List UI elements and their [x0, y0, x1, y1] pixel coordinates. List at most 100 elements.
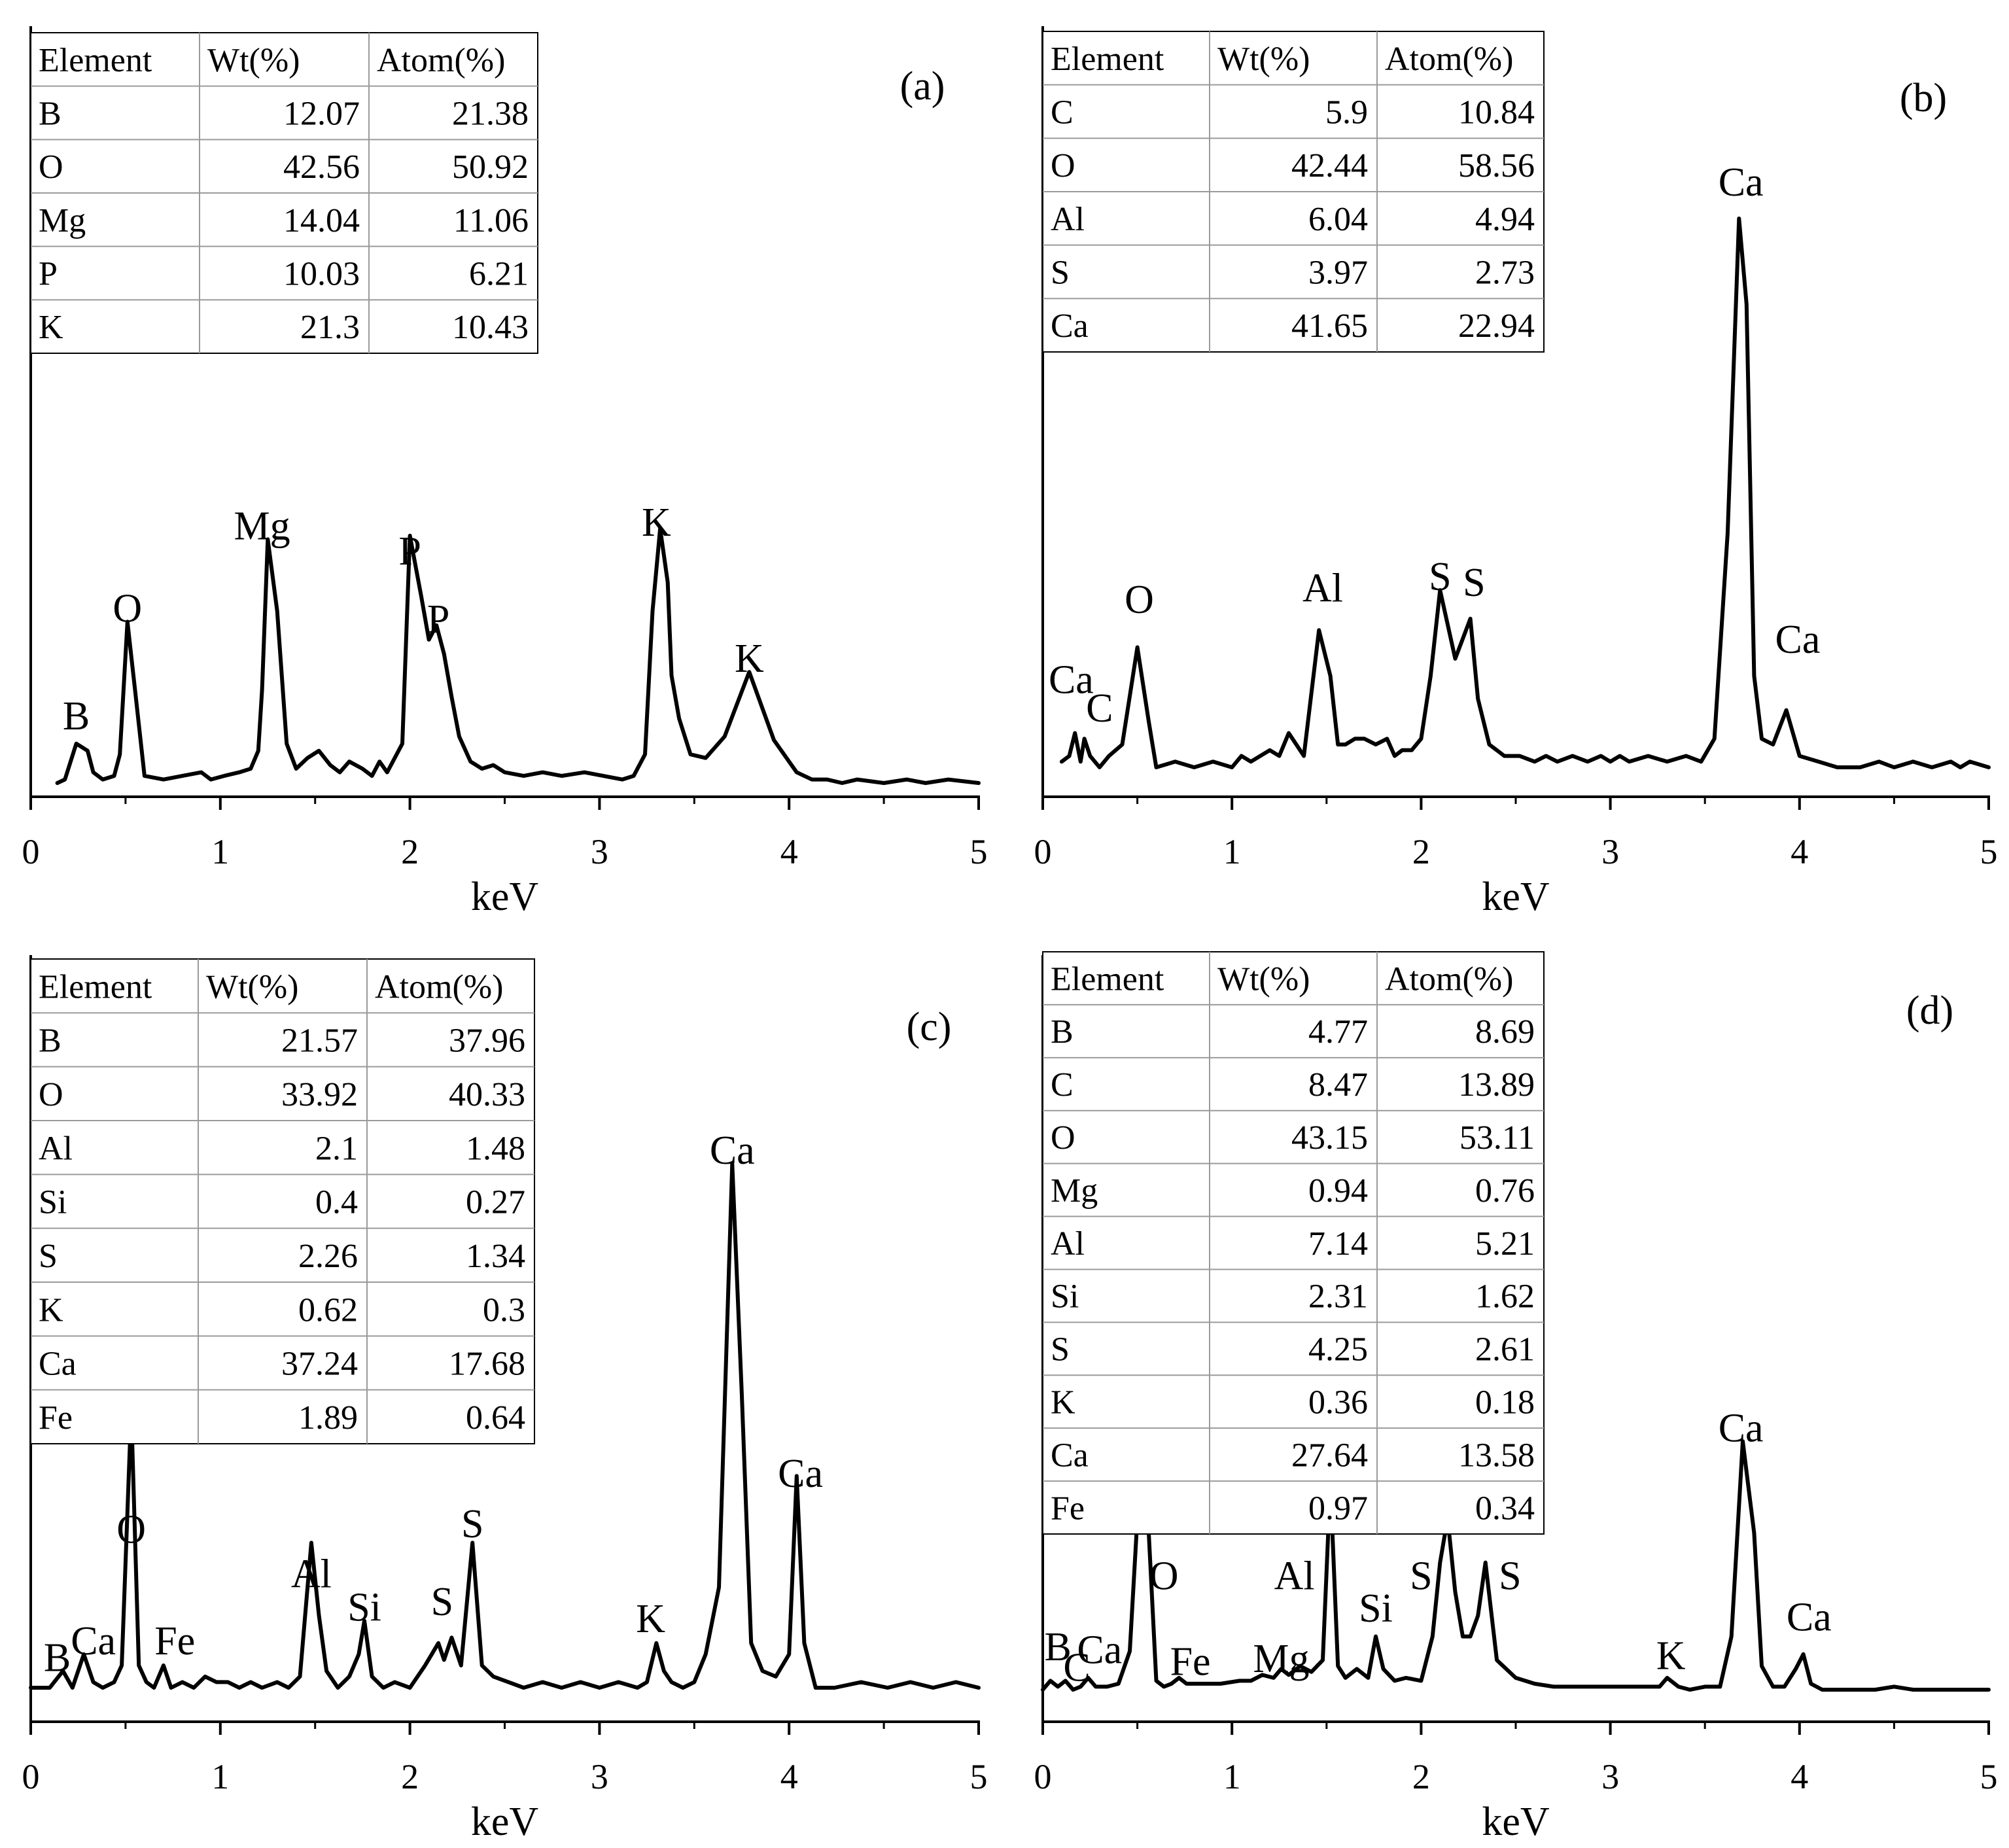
- peak-label: Ca: [1049, 657, 1094, 702]
- table-cell-element: S: [1051, 1331, 1070, 1369]
- table-cell-element: B: [1051, 1013, 1074, 1051]
- table-cell-element: O: [39, 148, 63, 186]
- peak-label: Ca: [1775, 618, 1820, 662]
- table-cell-atom: 2.73: [1475, 254, 1535, 291]
- table-cell-atom: 22.94: [1458, 307, 1535, 345]
- x-tick-label: 2: [401, 832, 419, 871]
- peak-label: S: [1429, 555, 1451, 599]
- peak-label: O: [113, 586, 142, 631]
- composition-table: Element Wt(%) Atom(%) B 4.77 8.69 C 8.47 13.89 O 4…: [1042, 951, 1545, 1535]
- table-cell-atom: 10.84: [1458, 94, 1535, 131]
- table-cell-wt: 4.77: [1308, 1013, 1368, 1051]
- table-cell-wt: 10.03: [283, 255, 360, 292]
- table-cell-wt: 0.97: [1308, 1490, 1368, 1527]
- x-tick-label: 0: [22, 832, 40, 871]
- x-tick-label: 3: [591, 832, 608, 871]
- table-cell-wt: 21.3: [300, 309, 360, 346]
- composition-table: Element Wt(%) Atom(%) B 12.07 21.38 O 42.56 50.9…: [30, 32, 538, 354]
- peak-label: Si: [1359, 1586, 1393, 1631]
- table-header: Atom(%): [1385, 960, 1513, 998]
- peak-label: S: [1499, 1554, 1521, 1598]
- table-cell-wt: 33.92: [281, 1076, 358, 1113]
- table-cell-atom: 0.18: [1475, 1384, 1535, 1421]
- spectrum-line: [1059, 217, 1991, 769]
- peak-label: Mg: [234, 504, 290, 548]
- table-cell-atom: 8.69: [1475, 1013, 1535, 1051]
- composition-table: Element Wt(%) Atom(%) C 5.9 10.84 O 42.44 58.56 A…: [1042, 31, 1545, 353]
- table-cell-wt: 0.36: [1308, 1384, 1368, 1421]
- table-cell-element: B: [39, 95, 61, 132]
- table-cell-element: K: [39, 1291, 63, 1329]
- composition-table: Element Wt(%) Atom(%) B 21.57 37.96 O 33.92 40.3…: [30, 958, 535, 1444]
- table-cell-element: O: [1051, 147, 1075, 184]
- table-cell-element: C: [1051, 1066, 1074, 1104]
- peak-label: Ca: [1077, 1628, 1122, 1672]
- x-tick-label: 4: [780, 832, 798, 871]
- peak-label: C: [1063, 1645, 1090, 1690]
- table-cell-wt: 8.47: [1308, 1066, 1368, 1104]
- peak-label: Ca: [710, 1128, 755, 1173]
- table-cell-wt: 41.65: [1291, 307, 1368, 345]
- x-tick-label: 2: [1412, 832, 1430, 871]
- table-header: Element: [1051, 960, 1164, 998]
- peak-label: Mg: [1253, 1637, 1309, 1681]
- table-cell-element: K: [39, 309, 63, 346]
- peak-label: O: [1125, 578, 1154, 622]
- peak-label: Fe: [154, 1619, 195, 1664]
- table-cell-element: S: [1051, 254, 1070, 291]
- table-cell-wt: 1.89: [298, 1399, 358, 1437]
- table-cell-wt: 6.04: [1308, 201, 1368, 238]
- x-tick-label: 4: [1791, 832, 1808, 871]
- table-cell-wt: 5.9: [1325, 94, 1368, 131]
- x-tick-label: 0: [1034, 1757, 1052, 1796]
- table-cell-wt: 2.26: [298, 1238, 358, 1275]
- table-cell-wt: 0.94: [1308, 1172, 1368, 1210]
- table-cell-wt: 7.14: [1308, 1225, 1368, 1263]
- table-frame: [30, 958, 535, 1444]
- table-cell-wt: 37.24: [281, 1346, 358, 1383]
- peak-label: S: [461, 1502, 483, 1546]
- table-cell-wt: 2.31: [1308, 1278, 1368, 1316]
- peak-label: Ca: [1719, 1406, 1764, 1450]
- table-cell-atom: 37.96: [449, 1022, 525, 1060]
- peak-label: Al: [291, 1552, 332, 1597]
- panel-label: (b): [1900, 76, 1947, 120]
- peak-label: Si: [347, 1586, 381, 1630]
- table-cell-atom: 4.94: [1475, 201, 1535, 238]
- peak-label: K: [735, 636, 764, 681]
- x-tick-label: 1: [1223, 1757, 1241, 1796]
- table-cell-element: Mg: [1051, 1172, 1098, 1210]
- table-cell-element: Mg: [39, 202, 86, 239]
- panel-label: (c): [907, 1005, 952, 1049]
- x-axis-label: keV: [1482, 1800, 1550, 1844]
- table-header: Wt(%): [1217, 41, 1310, 78]
- table-cell-element: O: [39, 1076, 63, 1113]
- table-cell-wt: 43.15: [1291, 1119, 1368, 1157]
- spectrum-line: [55, 527, 981, 785]
- table-cell-atom: 10.43: [452, 309, 529, 346]
- peak-label: Ca: [1787, 1595, 1832, 1640]
- peak-label: S: [1463, 561, 1485, 605]
- table-cell-atom: 53.11: [1459, 1119, 1535, 1157]
- peak-label: S: [431, 1580, 453, 1624]
- x-tick-label: 5: [970, 832, 988, 871]
- peak-label: O: [1149, 1554, 1179, 1598]
- table-cell-wt: 14.04: [283, 202, 360, 239]
- table-cell-element: C: [1051, 94, 1074, 131]
- table-cell-element: Ca: [1051, 1437, 1089, 1474]
- x-tick-label: 4: [1791, 1757, 1808, 1796]
- x-axis-label: keV: [471, 1800, 539, 1844]
- peak-label: Al: [1274, 1554, 1315, 1598]
- table-cell-wt: 0.62: [298, 1291, 358, 1329]
- table-cell-element: Ca: [1051, 307, 1089, 345]
- table-cell-wt: 42.56: [283, 148, 360, 186]
- table-cell-atom: 0.76: [1475, 1172, 1535, 1210]
- table-header: Wt(%): [1217, 960, 1310, 998]
- peak-label: Ca: [778, 1452, 823, 1496]
- panel-label: (d): [1906, 988, 1953, 1033]
- table-frame: [1042, 951, 1545, 1535]
- table-header: Wt(%): [206, 968, 298, 1005]
- table-header: Wt(%): [207, 42, 300, 79]
